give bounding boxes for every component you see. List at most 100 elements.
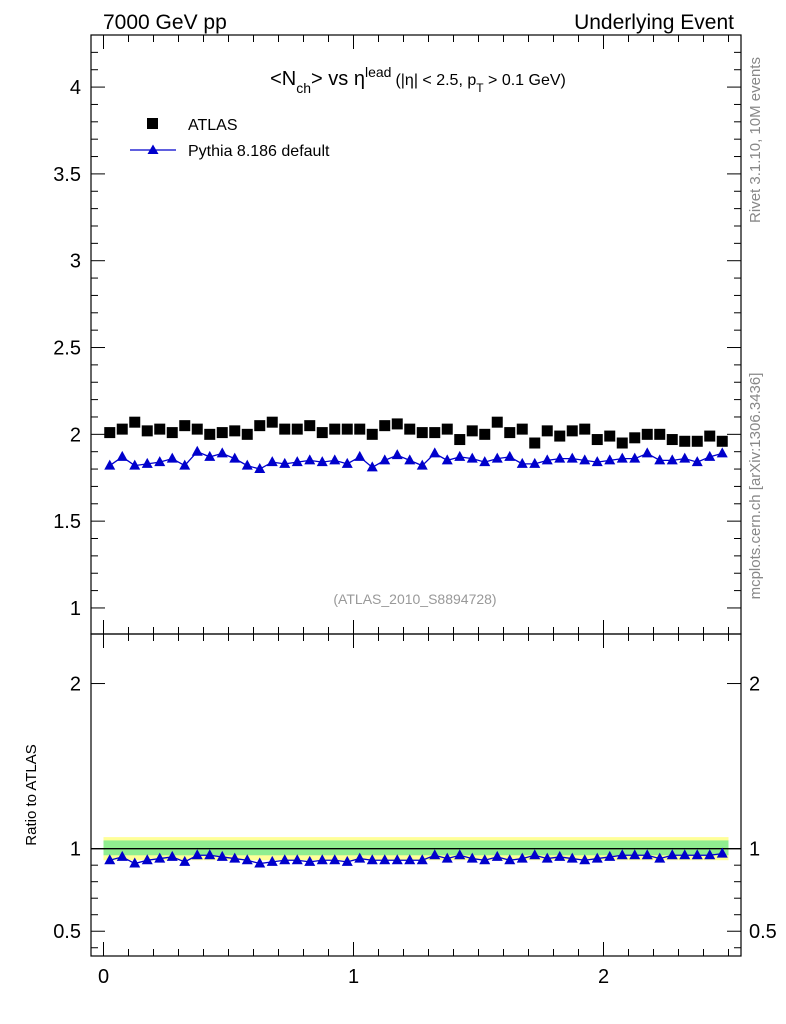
main-plot-panel: 1 1.5 2 2.5 3 3.5 4 <Nch> vs ηlead (|η| < 2.5, …	[53, 34, 742, 635]
pythia-ratio-point	[429, 849, 441, 860]
atlas-data-point	[529, 437, 541, 449]
pythia-ratio-point	[354, 852, 366, 863]
pythia-data-point	[404, 454, 416, 465]
pythia-ratio-point	[616, 849, 628, 860]
pythia-ratio-point	[716, 847, 728, 858]
atlas-data-point	[341, 423, 353, 435]
pythia-ratio-point	[204, 849, 216, 860]
atlas-data-point	[654, 428, 666, 440]
pythia-data-point	[129, 459, 141, 470]
atlas-data-point	[629, 432, 641, 444]
x-tick-labels: 0 1 2	[98, 966, 609, 988]
pythia-ratio-point	[591, 852, 603, 863]
legend: ATLAS Pythia 8.186 default	[130, 117, 330, 160]
pythia-ratio-point	[604, 850, 616, 861]
pythia-ratio-point	[629, 849, 641, 860]
atlas-data-point	[616, 437, 628, 449]
legend-atlas-marker	[147, 118, 158, 129]
atlas-data-point	[254, 420, 266, 432]
header-left: 7000 GeV pp	[103, 11, 227, 34]
pythia-ratio-point	[241, 854, 253, 865]
pythia-ratio-point	[116, 850, 128, 861]
pythia-data-point	[416, 459, 428, 470]
pythia-ratio-point	[416, 854, 428, 865]
ratio-uncertainty-bands	[91, 837, 741, 861]
rivet-version-label: Rivet 3.1.10, 10M events	[747, 57, 764, 223]
atlas-data-point	[429, 427, 441, 439]
atlas-data-point	[266, 416, 278, 428]
main-y-tick-label: 3	[70, 251, 81, 273]
pythia-ratio-point	[266, 855, 278, 866]
pythia-data-point	[529, 457, 541, 468]
pythia-ratio-point	[516, 852, 528, 863]
pythia-data-point	[204, 450, 216, 461]
pythia-ratio-point	[154, 852, 166, 863]
pythia-data-point	[379, 454, 391, 465]
pythia-ratio-point	[479, 854, 491, 865]
atlas-data-point	[704, 430, 716, 442]
main-y-tick-label: 4	[70, 77, 81, 99]
pythia-data-point	[341, 457, 353, 468]
pythia-ratio-point	[304, 855, 316, 866]
plot-title: <Nch> vs ηlead (|η| < 2.5, pT > 0.1 GeV)	[270, 64, 566, 96]
pythia-ratio-point	[329, 854, 341, 865]
x-tick-label: 0	[98, 966, 109, 988]
pythia-data-point	[354, 450, 366, 461]
pythia-data-point	[166, 452, 178, 463]
pythia-ratio-point	[529, 849, 541, 860]
pythia-data-point	[591, 456, 603, 467]
pythia-ratio-point	[466, 852, 478, 863]
atlas-data-point	[179, 420, 191, 432]
atlas-data-point	[154, 423, 166, 435]
atlas-data-point	[666, 434, 678, 446]
ratio-y-tick-label-right: 0.5	[749, 921, 777, 943]
title-eta-sup: lead	[365, 64, 391, 80]
title-n-sub: ch	[296, 80, 311, 96]
pythia-ratio-point	[441, 852, 453, 863]
pythia-ratio-point	[554, 850, 566, 861]
pythia-ratio-point	[491, 850, 503, 861]
atlas-data-point	[679, 435, 691, 447]
pythia-data-point	[516, 457, 528, 468]
pythia-data-point	[454, 450, 466, 461]
atlas-data-point	[691, 435, 703, 447]
atlas-data-point	[204, 428, 216, 440]
pythia-ratio-point	[641, 849, 653, 860]
pythia-ratio-point	[379, 854, 391, 865]
atlas-data-point	[229, 425, 241, 437]
pythia-ratio-point	[166, 850, 178, 861]
pythia-ratio-point	[541, 852, 553, 863]
x-tick-label: 2	[598, 966, 609, 988]
atlas-data-point	[166, 427, 178, 439]
pythia-data-point	[541, 454, 553, 465]
pythia-data-point	[579, 454, 591, 465]
main-y-tick-label: 3.5	[53, 164, 81, 186]
mcplots-label: mcplots.cern.ch [arXiv:1306.3436]	[747, 373, 764, 600]
pythia-data-point	[141, 457, 153, 468]
atlas-data-point	[516, 423, 528, 435]
legend-pythia-marker	[147, 144, 159, 154]
pythia-ratio-point	[179, 855, 191, 866]
title-cut-a: (|η| < 2.5, p	[395, 72, 476, 89]
ratio-plot-frame	[90, 633, 742, 957]
ratio-y-tick-label-left: 1	[70, 839, 81, 861]
pythia-data-point	[104, 459, 116, 470]
atlas-data-point	[354, 423, 366, 435]
atlas-data-point	[391, 418, 403, 430]
main-y-tick-label: 1.5	[53, 511, 81, 533]
pythia-data-point	[229, 452, 241, 463]
pythia-data-point	[116, 450, 128, 461]
title-vs: > vs	[311, 68, 354, 90]
atlas-data-point	[604, 430, 616, 442]
pythia-data-point	[616, 452, 628, 463]
atlas-data-point	[129, 416, 141, 428]
pythia-ratio-point	[566, 852, 578, 863]
atlas-data-point	[554, 430, 566, 442]
pythia-ratio-point	[366, 854, 378, 865]
atlas-data-point	[504, 427, 516, 439]
main-y-tick-label: 2	[70, 424, 81, 446]
ratio-y-tick-label-left: 2	[70, 674, 81, 696]
atlas-data-point	[441, 423, 453, 435]
atlas-data-point	[291, 423, 303, 435]
